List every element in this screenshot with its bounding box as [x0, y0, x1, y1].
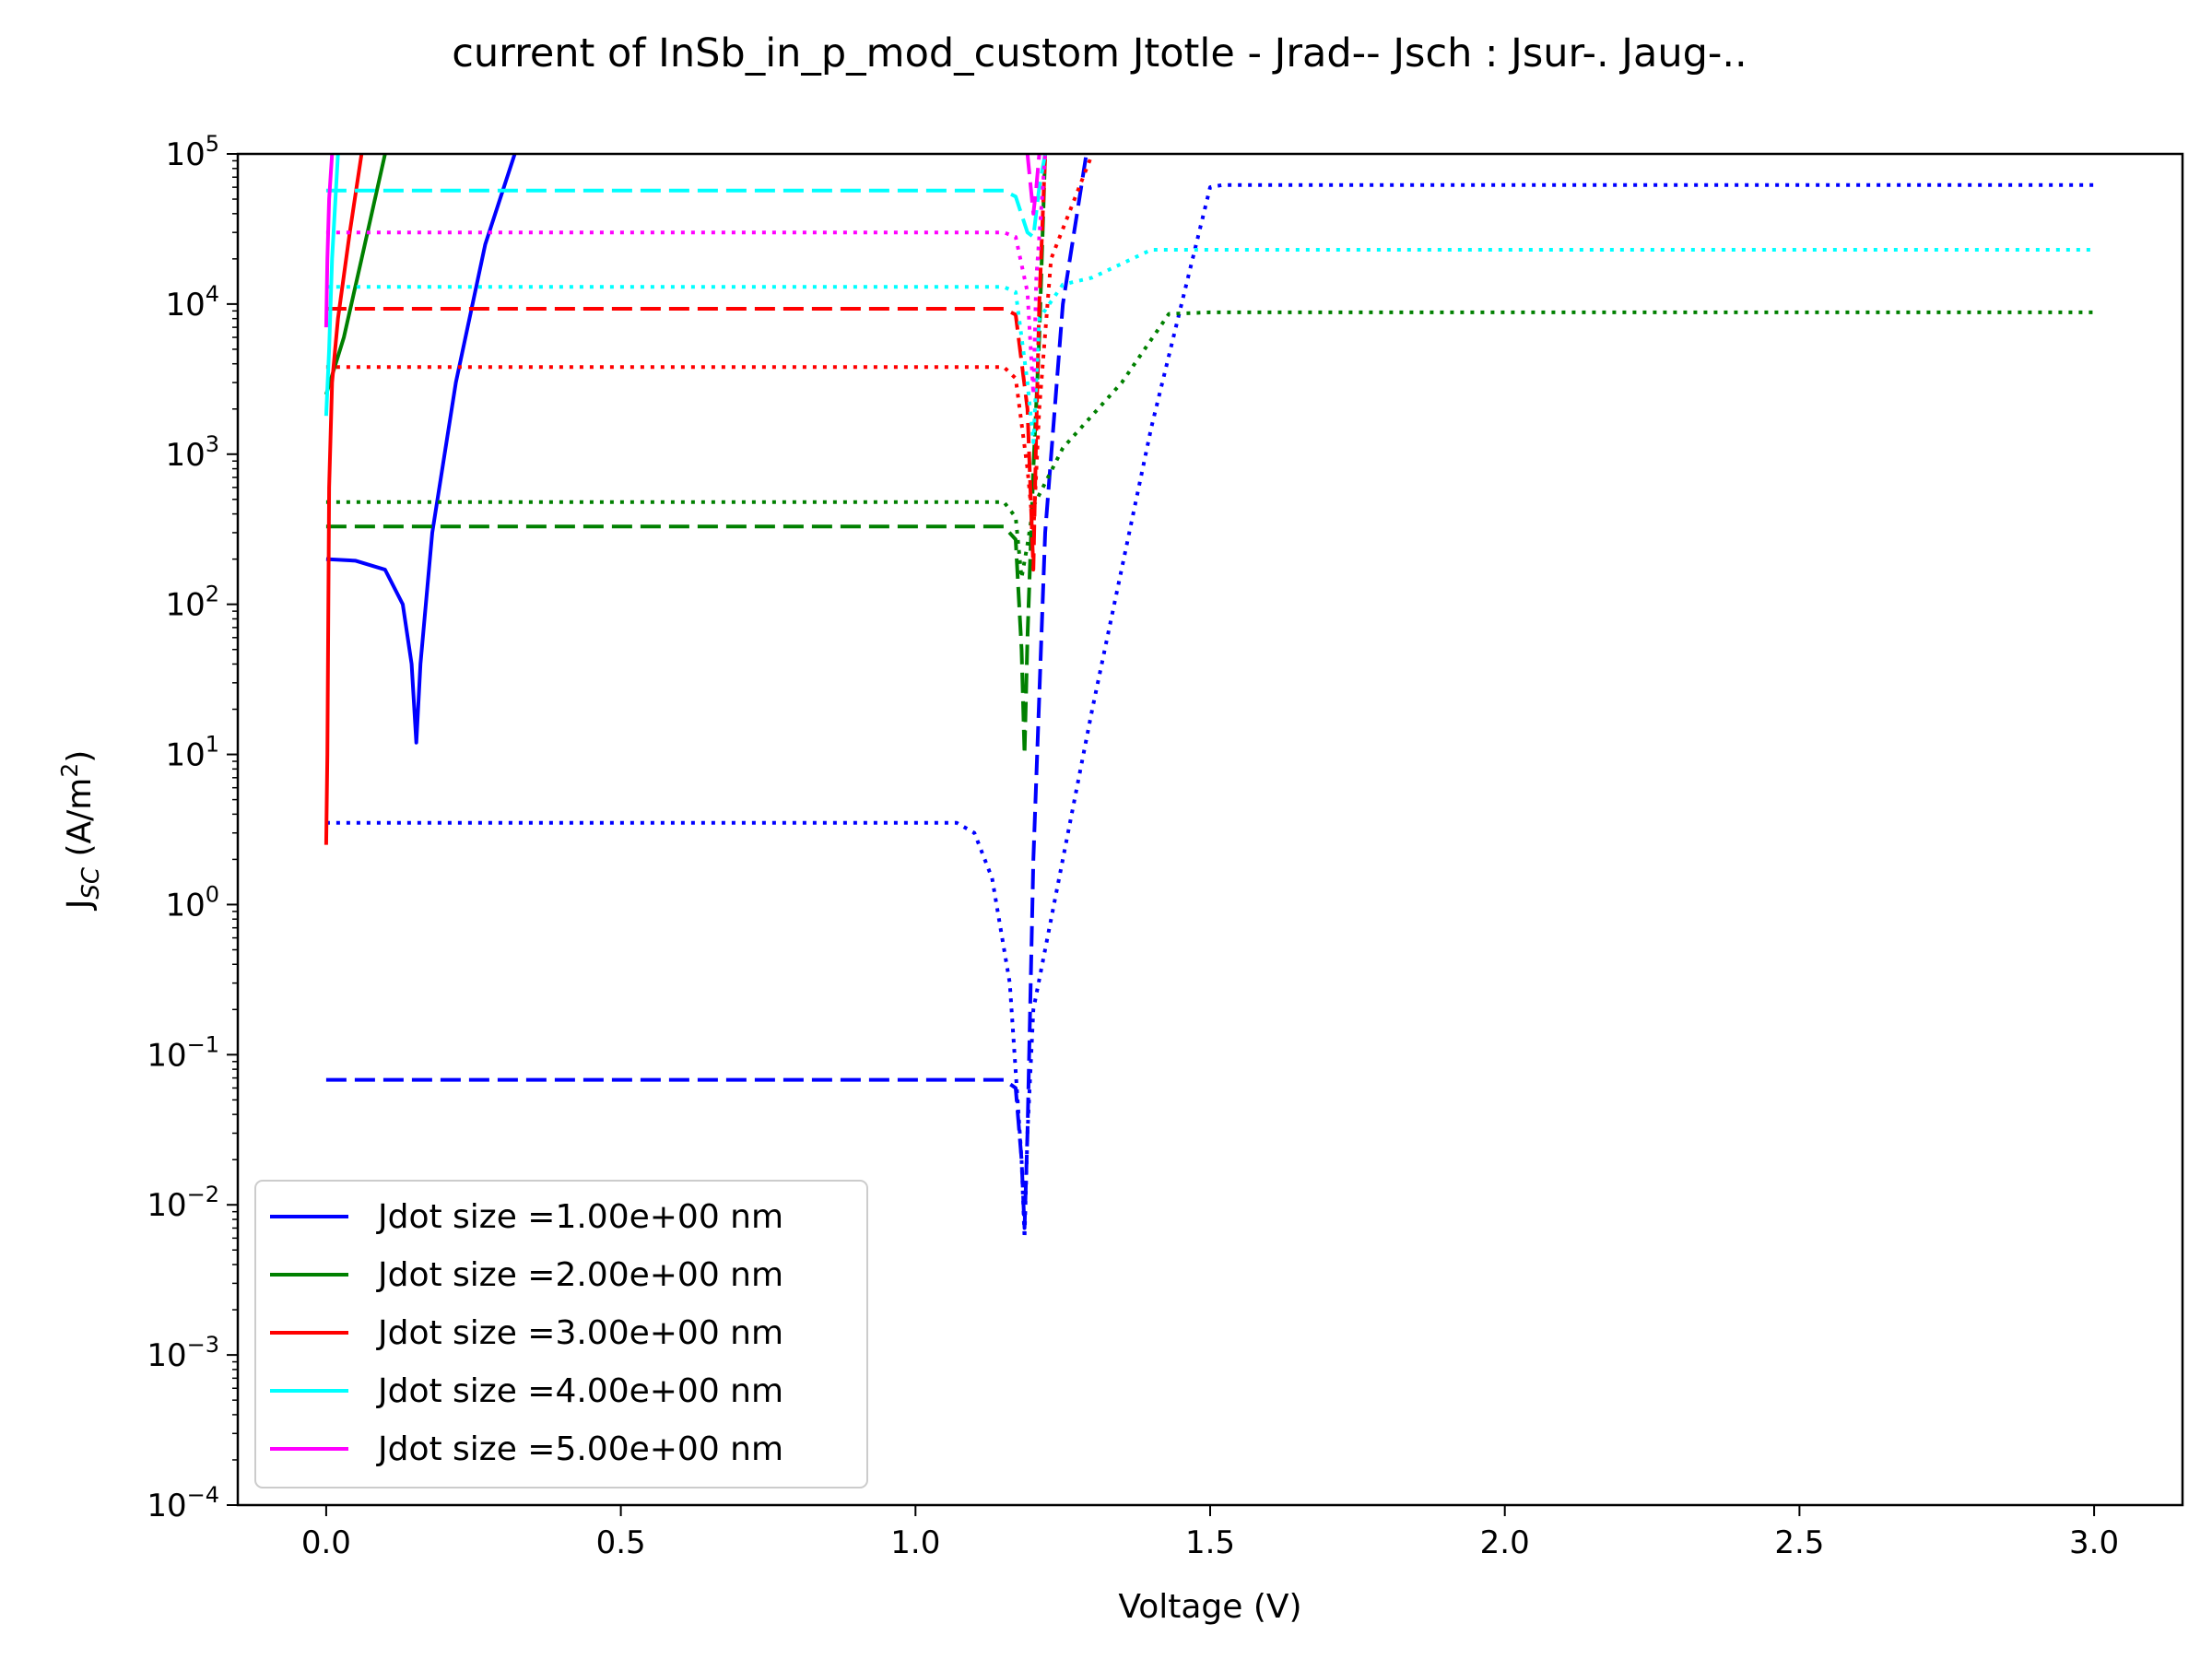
- series-line-8: [325, 154, 1047, 572]
- series-line-6: [325, 310, 2095, 580]
- legend-label: Jdot size =4.00e+00 nm: [376, 1372, 783, 1410]
- legend-label: Jdot size =3.00e+00 nm: [376, 1314, 783, 1352]
- series-line-13: [324, 154, 335, 328]
- y-tick-label: 102: [165, 582, 219, 624]
- x-tick-label: 3.0: [2069, 1524, 2119, 1561]
- series-line-12: [325, 248, 2095, 444]
- series-line-2: [325, 154, 1088, 1230]
- legend-label: Jdot size =1.00e+00 nm: [376, 1198, 783, 1236]
- y-tick-label: 10−4: [147, 1482, 219, 1524]
- x-tick-label: 1.5: [1185, 1524, 1235, 1561]
- series-line-10: [324, 154, 340, 417]
- x-tick-label: 1.0: [890, 1524, 940, 1561]
- x-tick-label: 2.0: [1480, 1524, 1530, 1561]
- series-line-15: [325, 154, 1047, 396]
- y-axis-label: JSC (A/m2): [56, 750, 105, 912]
- y-tick-label: 101: [165, 732, 219, 774]
- series-line-14: [1025, 154, 1041, 216]
- y-tick-label: 10−3: [147, 1332, 219, 1374]
- x-axis: 0.0 0.5 1.0 1.5 2.0 2.5 3.0: [301, 1505, 2119, 1561]
- series-line-3: [325, 182, 2095, 1241]
- chart-title: current of InSb_in_p_mod_custom Jtotle -…: [452, 30, 1747, 76]
- y-tick-label: 10−2: [147, 1182, 219, 1224]
- series-line-1: [325, 154, 517, 745]
- y-tick-label: 104: [165, 281, 219, 324]
- y-axis: 10−4 10−3 10−2 10−1 100 101 102 103 104 105: [147, 131, 238, 1524]
- series-line-11: [325, 154, 1047, 240]
- x-tick-label: 0.5: [596, 1524, 646, 1561]
- legend-box: [254, 1180, 868, 1488]
- series-line-5: [325, 154, 1047, 757]
- legend-label: Jdot size =5.00e+00 nm: [376, 1430, 783, 1468]
- x-tick-label: 0.0: [301, 1524, 351, 1561]
- legend-label: Jdot size =2.00e+00 nm: [376, 1256, 783, 1294]
- series-line-9: [325, 154, 1094, 535]
- y-tick-label: 100: [165, 881, 219, 924]
- x-axis-label: Voltage (V): [1118, 1588, 1301, 1626]
- y-tick-label: 10−1: [147, 1031, 219, 1074]
- legend: Jdot size =1.00e+00 nm Jdot size =2.00e+0…: [254, 1180, 868, 1488]
- y-tick-label: 103: [165, 431, 219, 474]
- x-tick-label: 2.5: [1774, 1524, 1824, 1561]
- series-layer: [324, 154, 2095, 1241]
- y-tick-label: 105: [165, 131, 219, 173]
